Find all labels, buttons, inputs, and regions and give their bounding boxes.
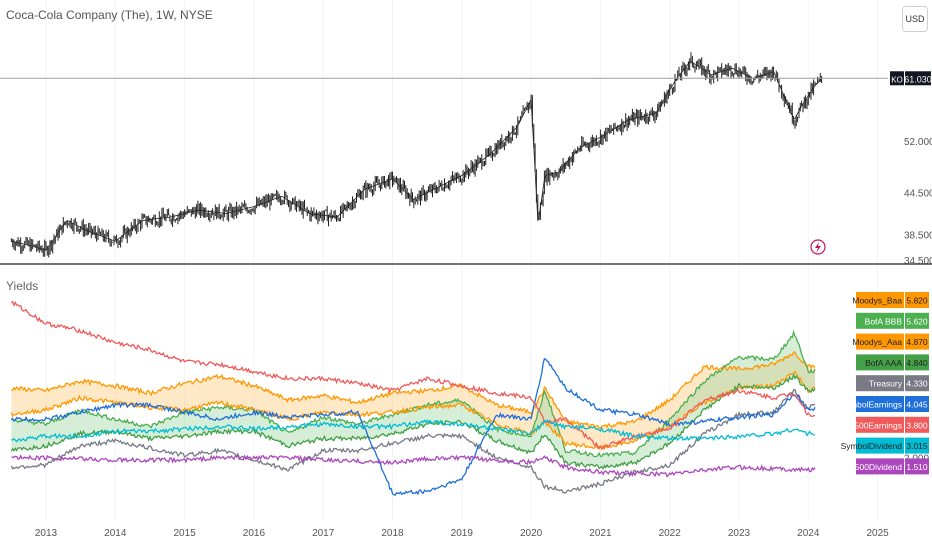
badge-value-label: 4.045: [906, 400, 928, 410]
currency-button[interactable]: USD: [902, 6, 928, 32]
badge-name-symboldividend: [856, 437, 904, 454]
price-tick-label: 44.500: [904, 189, 932, 200]
badge-name-label: Moodys_Aaa: [852, 337, 902, 347]
price-pane[interactable]: KO 61.030: [0, 52, 932, 258]
badge-name-label: S&P500Earnings: [837, 420, 902, 430]
x-tick-label: 2019: [451, 528, 474, 539]
badge-value-label: 5.620: [906, 316, 928, 326]
last-price-badge: [905, 71, 931, 86]
badge-value-moodys-aaa: [905, 333, 929, 350]
x-tick-label: 2022: [659, 528, 682, 539]
badge-value-symboldividend: [905, 437, 929, 454]
x-tick-label: 2018: [381, 528, 404, 539]
badge-name-moodys-aaa: [856, 333, 904, 350]
chart-title: Coca-Cola Company (The), 1W, NYSE: [6, 8, 213, 22]
x-tick-label: 2024: [797, 528, 820, 539]
badge-name-label: BofA BBB: [865, 316, 903, 326]
ticker-badge: [890, 71, 904, 86]
badge-value-label: 4.870: [906, 337, 928, 347]
lightning-icon: [810, 239, 826, 255]
x-tick-label: 2015: [173, 528, 196, 539]
yields-pane-title: Yields: [6, 279, 39, 293]
x-tick-label: 2014: [104, 528, 127, 539]
badge-value-moodys-baa: [905, 292, 929, 308]
ko-price-bars: [10, 52, 823, 258]
yield-band-fills: [11, 332, 815, 469]
badge-name-bofa-aaa: [856, 354, 904, 371]
price-tick-label: 52.000: [904, 137, 932, 148]
badge-name-label: Treasury: [869, 379, 903, 389]
badge-value-bofa-bbb: [905, 312, 929, 329]
series-line-s-p500earnings: [11, 300, 816, 450]
badge-value-label: 3.800: [906, 420, 928, 430]
x-tick-label: 2025: [866, 528, 889, 539]
badge-name-label: BofA AAA: [865, 358, 902, 368]
series-line-treasury: [10, 389, 816, 494]
badge-name-s-p500earnings: [856, 416, 904, 433]
last-price-label: 61.030: [904, 74, 932, 84]
badge-value-label: 1.510: [906, 462, 928, 472]
badge-name-symbolearnings: [856, 396, 904, 412]
price-tick-label: 38.500: [904, 230, 932, 241]
badge-value-label: 4.330: [906, 379, 928, 389]
badge-value-label: 3.015: [906, 441, 928, 451]
series-line-moodys-baa: [11, 351, 816, 430]
x-tick-label: 2023: [728, 528, 751, 539]
series-line-symbolearnings: [10, 357, 816, 497]
badge-value-s-p500earnings: [905, 416, 929, 433]
badge-value-label: 4.840: [906, 358, 928, 368]
series-line-symboldividend: [11, 419, 816, 443]
badge-name-moodys-baa: [856, 292, 904, 308]
series-line-s-p500dividend: [11, 454, 816, 478]
badge-value-symbolearnings: [905, 396, 929, 412]
badge-value-s-p500dividend: [905, 458, 929, 475]
grid-lines: [45, 0, 879, 520]
x-tick-label: 2013: [35, 528, 58, 539]
badge-name-bofa-bbb: [856, 312, 904, 329]
badge-name-s-p500dividend: [856, 458, 904, 475]
badge-value-treasury: [905, 375, 929, 392]
price-tick-label: 34.500: [904, 256, 932, 267]
x-tick-label: 2020: [520, 528, 543, 539]
badge-name-label: Moodys_Baa: [852, 296, 902, 306]
badge-name-label: S&P500Dividend: [838, 462, 903, 472]
badge-value-label: 5.820: [906, 296, 928, 306]
badge-name-label: SymbolDividend: [841, 441, 903, 451]
badge-name-treasury: [856, 375, 904, 392]
series-line-bofa-aaa: [10, 372, 816, 470]
badge-value-bofa-aaa: [905, 354, 929, 371]
ticker-label: KO: [891, 75, 903, 84]
lightning-icon-glyph: [815, 242, 821, 253]
x-tick-label: 2017: [312, 528, 335, 539]
badge-name-label: SymbolEarnings: [840, 400, 902, 410]
x-tick-label: 2021: [589, 528, 612, 539]
series-line-bofa-bbb: [10, 329, 816, 458]
yields-pane[interactable]: [10, 300, 816, 497]
x-tick-label: 2016: [243, 528, 266, 539]
band-fill: [11, 352, 815, 450]
ko-price-line: [11, 61, 822, 251]
